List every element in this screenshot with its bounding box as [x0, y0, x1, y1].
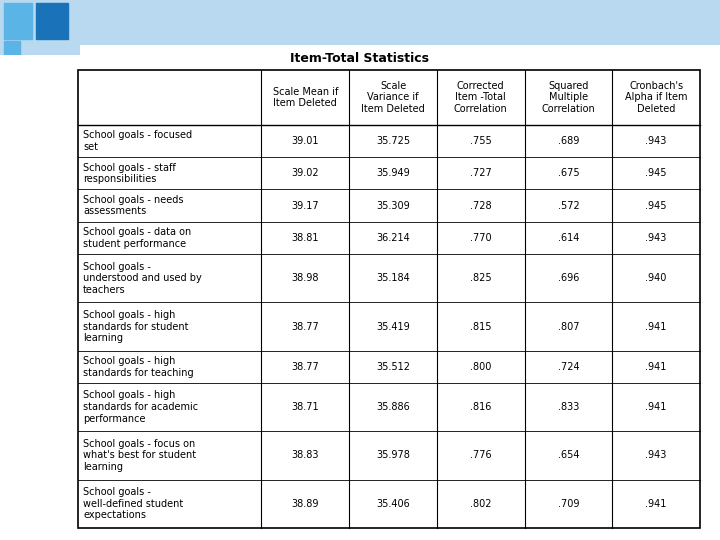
Text: .833: .833 — [558, 402, 579, 412]
Text: School goals - staff
responsibilities: School goals - staff responsibilities — [83, 163, 176, 184]
Text: 35.512: 35.512 — [376, 362, 410, 372]
Text: .755: .755 — [470, 136, 492, 146]
Text: 38.83: 38.83 — [292, 450, 319, 461]
Text: School goals - high
standards for student
learning: School goals - high standards for studen… — [83, 310, 189, 343]
Text: 39.01: 39.01 — [292, 136, 319, 146]
Text: 38.98: 38.98 — [292, 273, 319, 283]
Text: .940: .940 — [645, 273, 667, 283]
Text: .654: .654 — [558, 450, 579, 461]
Text: .945: .945 — [645, 200, 667, 211]
Text: School goals - needs
assessments: School goals - needs assessments — [83, 195, 184, 217]
Text: 35.419: 35.419 — [376, 321, 410, 332]
Text: School goals - focused
set: School goals - focused set — [83, 130, 192, 152]
Text: School goals - focus on
what's best for student
learning: School goals - focus on what's best for … — [83, 439, 196, 472]
Text: .825: .825 — [470, 273, 492, 283]
Text: 35.184: 35.184 — [376, 273, 410, 283]
Text: 38.81: 38.81 — [292, 233, 319, 243]
Text: .800: .800 — [470, 362, 492, 372]
Text: Corrected
Item -Total
Correlation: Corrected Item -Total Correlation — [454, 81, 508, 114]
Text: .807: .807 — [558, 321, 579, 332]
Text: .943: .943 — [645, 233, 667, 243]
Text: Scale Mean if
Item Deleted: Scale Mean if Item Deleted — [273, 87, 338, 109]
Text: .802: .802 — [470, 499, 492, 509]
Bar — [4, 3, 32, 38]
Text: School goals - high
standards for teaching: School goals - high standards for teachi… — [83, 356, 194, 377]
Text: .943: .943 — [645, 136, 667, 146]
Text: .770: .770 — [470, 233, 492, 243]
Text: School goals -
well-defined student
expectations: School goals - well-defined student expe… — [83, 487, 184, 521]
Text: .941: .941 — [645, 362, 667, 372]
Text: Scale
Variance if
Item Deleted: Scale Variance if Item Deleted — [361, 81, 425, 114]
Text: 35.406: 35.406 — [376, 499, 410, 509]
Text: .696: .696 — [558, 273, 579, 283]
Text: .815: .815 — [470, 321, 492, 332]
Text: 39.02: 39.02 — [292, 168, 319, 178]
Text: 35.978: 35.978 — [376, 450, 410, 461]
Text: .816: .816 — [470, 402, 492, 412]
Text: .572: .572 — [557, 200, 580, 211]
Text: 36.214: 36.214 — [376, 233, 410, 243]
Text: 35.886: 35.886 — [376, 402, 410, 412]
Text: 35.309: 35.309 — [376, 200, 410, 211]
Text: 35.949: 35.949 — [376, 168, 410, 178]
Text: .945: .945 — [645, 168, 667, 178]
Bar — [4, 41, 20, 55]
Text: Squared
Multiple
Correlation: Squared Multiple Correlation — [541, 81, 595, 114]
Text: .675: .675 — [557, 168, 580, 178]
Bar — [78, 70, 700, 528]
Text: .776: .776 — [470, 450, 492, 461]
Text: .941: .941 — [645, 402, 667, 412]
Text: .727: .727 — [470, 168, 492, 178]
Text: School goals -
understood and used by
teachers: School goals - understood and used by te… — [83, 261, 202, 295]
Text: Item-Total Statistics: Item-Total Statistics — [290, 51, 430, 64]
Text: 38.77: 38.77 — [292, 321, 319, 332]
Text: .709: .709 — [558, 499, 579, 509]
Text: .941: .941 — [645, 321, 667, 332]
Text: .943: .943 — [645, 450, 667, 461]
Text: .941: .941 — [645, 499, 667, 509]
Text: 35.725: 35.725 — [376, 136, 410, 146]
Text: 38.89: 38.89 — [292, 499, 319, 509]
Text: .689: .689 — [558, 136, 579, 146]
Bar — [36, 3, 68, 38]
Text: 38.71: 38.71 — [292, 402, 319, 412]
Text: School goals - data on
student performance: School goals - data on student performan… — [83, 227, 192, 248]
Text: 39.17: 39.17 — [292, 200, 319, 211]
Text: .614: .614 — [558, 233, 579, 243]
Text: Cronbach's
Alpha if Item
Deleted: Cronbach's Alpha if Item Deleted — [625, 81, 688, 114]
Text: School goals - high
standards for academic
performance: School goals - high standards for academ… — [83, 390, 198, 424]
Text: .724: .724 — [557, 362, 580, 372]
Text: 38.77: 38.77 — [292, 362, 319, 372]
Text: .728: .728 — [470, 200, 492, 211]
